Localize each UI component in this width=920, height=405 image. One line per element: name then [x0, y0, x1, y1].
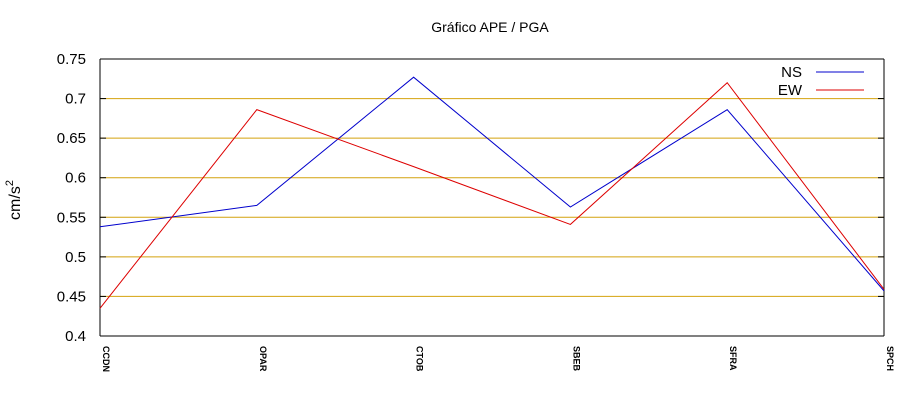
y-tick-label: 0.7 — [65, 91, 86, 108]
chart-title: Gráfico APE / PGA — [431, 19, 549, 35]
x-tick-label: OPAR — [258, 346, 268, 372]
y-tick-label: 0.45 — [57, 288, 86, 305]
y-axis-label: cm/s2 — [4, 180, 24, 220]
legend-label: NS — [781, 64, 802, 81]
x-tick-label: SPCH — [885, 346, 895, 371]
y-tick-label: 0.5 — [65, 249, 86, 266]
series-line-ns — [99, 76, 885, 292]
grid-lines — [100, 58, 884, 297]
y-tick-labels: 0.4 0.45 0.5 0.55 0.6 0.65 0.7 0.75 — [57, 51, 86, 345]
series-line-ew — [99, 82, 885, 309]
x-tick-labels: CCDN OPAR CTOB SBEB SFRA SPCH — [101, 346, 895, 372]
y-tick-label: 0.65 — [57, 130, 86, 147]
axes — [99, 58, 885, 337]
y-axis-label-exponent: 2 — [4, 180, 16, 186]
x-tick-label: CCDN — [101, 346, 111, 372]
data-series — [99, 76, 885, 309]
legend-label: EW — [778, 82, 803, 99]
x-tick-label: SFRA — [728, 346, 738, 371]
y-tick-label: 0.75 — [57, 51, 86, 68]
x-tick-label: SBEB — [571, 346, 581, 372]
y-axis-label-unit: cm/s — [7, 186, 24, 220]
x-tick-label: CTOB — [415, 346, 425, 372]
y-tick-label: 0.4 — [65, 328, 86, 345]
y-tick-label: 0.6 — [65, 170, 86, 187]
y-tick-label: 0.55 — [57, 209, 86, 226]
